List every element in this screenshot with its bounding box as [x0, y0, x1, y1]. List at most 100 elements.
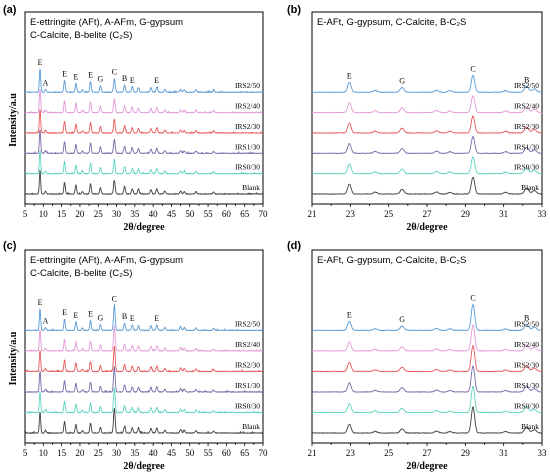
panel-label: (d): [287, 240, 301, 252]
series-label: Blank: [521, 422, 539, 431]
x-tick-label: 23: [346, 209, 356, 219]
x-tick-label: 70: [259, 448, 269, 458]
series-label: IRS2/40: [514, 102, 539, 111]
x-tick-label: 30: [112, 448, 122, 458]
peak-annotation: G: [98, 313, 104, 322]
x-tick-label: 5: [23, 209, 28, 219]
series-label: IRS1/30: [235, 381, 260, 390]
x-tick-label: 40: [149, 448, 159, 458]
legend-line: C-Calcite, B-belite (C₂S): [30, 268, 132, 279]
peak-annotation: B: [122, 74, 127, 83]
trace-irs2-30: [311, 115, 543, 134]
panel-d: (d) E-AFt, G-gypsum, C-Calcite, B-C₂S 21 23…: [287, 240, 547, 472]
trace-irs1-30: [311, 135, 543, 155]
trace-blank: [311, 406, 543, 434]
x-tick-label: 50: [185, 448, 195, 458]
peak-annotation: E: [347, 71, 352, 80]
panel-c: (c) E-ettringite (AFt), A-AFm, G-gypsum C-…: [3, 240, 268, 472]
x-tick-label: 30: [112, 209, 122, 219]
peak-annotation: E: [88, 71, 93, 80]
peak-annotation: G: [399, 315, 405, 324]
peak-annotation: C: [470, 64, 475, 73]
x-tick-label: 10: [39, 209, 49, 219]
peak-annotation: A: [43, 316, 49, 325]
plot-frame: [311, 249, 543, 444]
trace-irs2-30: [24, 345, 264, 373]
trace-irs1-30: [24, 129, 264, 155]
series-label: IRS0/30: [514, 163, 539, 172]
series-label: IRS2/50: [235, 319, 260, 328]
x-tick-label: 65: [240, 209, 250, 219]
trace-irs2-50: [311, 304, 543, 332]
peak-annotation: E: [88, 309, 93, 318]
trace-blank: [24, 169, 264, 195]
x-tick-label: 45: [167, 209, 177, 219]
legend-line: E-ettringite (AFt), A-AFm, G-gypsum: [30, 255, 183, 266]
x-tick-label: 35: [130, 448, 140, 458]
peak-annotation: E: [38, 298, 43, 307]
trace-irs0-30: [24, 387, 264, 414]
x-tick-label: 25: [384, 448, 394, 458]
panel-b: (b) E-AFt, G-gypsum, C-Calcite, B-C₂S 21 23…: [287, 4, 547, 233]
trace-irs2-50: [24, 68, 264, 94]
series-label: IRS0/30: [235, 401, 260, 410]
x-tick-label: 25: [94, 448, 104, 458]
panel-label: (a): [3, 4, 17, 16]
trace-irs0-30: [311, 156, 543, 175]
series-label: Blank: [242, 183, 260, 192]
peak-annotation: E: [154, 314, 159, 323]
x-tick-label: 23: [346, 448, 356, 458]
trace-irs2-40: [311, 95, 543, 114]
x-tick-label: 15: [57, 209, 67, 219]
y-axis-label: Intensity/a.u: [8, 331, 19, 385]
series-label: IRS2/50: [235, 81, 260, 90]
trace-irs0-30: [311, 385, 543, 414]
series-label: IRS1/30: [514, 142, 539, 151]
series-label: Blank: [521, 183, 539, 192]
trace-irs2-50: [24, 303, 264, 332]
peak-annotation: E: [73, 311, 78, 320]
x-tick-label: 65: [240, 448, 250, 458]
series-label: IRS2/50: [514, 81, 539, 90]
x-tick-label: 27: [423, 448, 433, 458]
trace-irs2-40: [24, 88, 264, 114]
x-tick-label: 25: [94, 209, 104, 219]
trace-blank: [24, 407, 264, 434]
peak-annotation: B: [524, 75, 529, 84]
panel-a: (a) E-ettringite (AFt), A-AFm, G-gypsum C-…: [3, 4, 268, 233]
x-tick-label: 15: [57, 448, 67, 458]
series-label: IRS2/30: [235, 360, 260, 369]
x-tick-label: 40: [149, 209, 159, 219]
y-axis-label: Intensity/a.u: [8, 93, 19, 147]
legend-line: E-AFt, G-gypsum, C-Calcite, B-C₂S: [317, 255, 466, 266]
peak-annotation: E: [73, 72, 78, 81]
peak-annotation: E: [62, 308, 67, 317]
trace-irs1-30: [311, 365, 543, 393]
trace-irs2-30: [24, 109, 264, 134]
x-tick-label: 55: [204, 209, 214, 219]
x-tick-label: 50: [185, 209, 195, 219]
peak-annotation: E: [154, 76, 159, 85]
peak-annotation: E: [38, 58, 43, 67]
x-tick-label: 21: [308, 448, 317, 458]
series-label: IRS2/40: [235, 340, 260, 349]
peak-annotation: C: [112, 68, 117, 77]
x-tick-label: 31: [499, 209, 508, 219]
x-tick-label: 55: [204, 448, 214, 458]
panel-label: (b): [287, 4, 301, 16]
trace-irs2-40: [311, 324, 543, 352]
plot-frame: [311, 11, 543, 205]
x-tick-label: 21: [308, 209, 317, 219]
series-label: IRS2/30: [514, 360, 539, 369]
series-label: IRS2/40: [235, 102, 260, 111]
trace-irs0-30: [24, 150, 264, 175]
x-tick-label: 70: [259, 209, 269, 219]
series-label: Blank: [242, 422, 260, 431]
trace-irs1-30: [24, 366, 264, 393]
legend-line: C-Calcite, B-belite (C₂S): [30, 30, 132, 41]
x-tick-label: 10: [39, 448, 49, 458]
series-label: IRS1/30: [235, 142, 260, 151]
peak-annotation: B: [524, 313, 529, 322]
